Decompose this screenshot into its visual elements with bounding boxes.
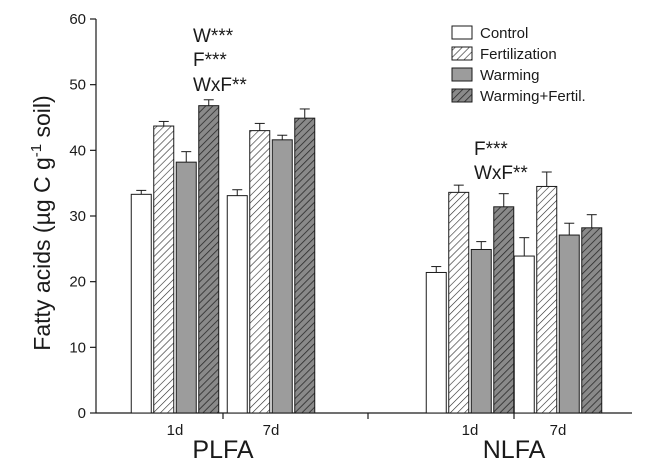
group-label: NLFA	[483, 436, 546, 463]
bar-control	[130, 193, 152, 414]
bar-control	[513, 255, 535, 414]
legend-label-warming: Warming	[480, 67, 539, 84]
annotation-line: F***	[474, 139, 508, 160]
y-tick-label: 60	[69, 11, 86, 28]
y-tick-label: 0	[78, 405, 86, 422]
bar-warming-fertil	[294, 117, 316, 414]
legend-label-control: Control	[480, 25, 528, 42]
bars	[130, 99, 603, 414]
y-axis-title: Fatty acids (µg C g-1 soil)	[28, 95, 55, 350]
bar-warming-fertil	[198, 105, 220, 414]
y-axis: 0 10 20 30 40 50 60	[69, 11, 97, 422]
annotation-line: WxF**	[474, 163, 528, 184]
x-tick-label: 7d	[263, 422, 280, 439]
y-tick-label: 10	[69, 339, 86, 356]
legend-swatch-warming-fertil	[451, 88, 473, 103]
bar-fertilization	[448, 191, 470, 414]
bar-fertilization	[249, 130, 271, 414]
bar-warming-fertil	[493, 206, 515, 414]
bar-warming	[558, 234, 580, 414]
group-label: PLFA	[192, 436, 253, 463]
bar-warming	[271, 139, 293, 414]
legend-swatch-fertilization	[451, 46, 473, 61]
bar-control	[425, 271, 447, 414]
legend: Control Fertilization Warming Warming+Fe…	[451, 25, 586, 105]
bar-fertilization	[536, 185, 558, 414]
legend-label-warming-fertil: Warming+Fertil.	[480, 88, 586, 105]
x-tick-label: 7d	[550, 422, 567, 439]
y-tick-label: 50	[69, 77, 86, 94]
y-tick-label: 40	[69, 142, 86, 159]
bar-fertilization	[153, 125, 175, 414]
annotation-line: WxF**	[193, 75, 247, 96]
y-tick-label: 30	[69, 208, 86, 225]
y-tick-label: 20	[69, 274, 86, 291]
legend-swatch-warming	[451, 67, 473, 82]
legend-label-fertilization: Fertilization	[480, 46, 557, 63]
bar-control	[226, 195, 248, 414]
nlfa-annotation: F*** WxF**	[474, 139, 528, 184]
annotation-line: F***	[193, 50, 227, 71]
x-tick-label: 1d	[462, 422, 479, 439]
bar-warming	[470, 248, 492, 414]
x-axis	[96, 412, 632, 419]
legend-swatch-control	[451, 25, 473, 40]
annotation-line: W***	[193, 26, 234, 47]
x-tick-label: 1d	[167, 422, 184, 439]
bar-warming-fertil	[581, 227, 603, 414]
bar-warming	[175, 161, 197, 414]
plfa-annotation: W*** F*** WxF**	[193, 26, 247, 96]
